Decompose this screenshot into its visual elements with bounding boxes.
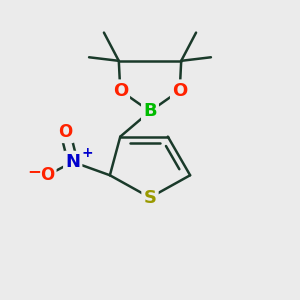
Text: N: N	[65, 153, 80, 171]
Text: +: +	[81, 146, 93, 160]
Text: O: O	[172, 82, 187, 100]
Text: O: O	[58, 123, 72, 141]
Text: S: S	[143, 189, 157, 207]
Text: −: −	[27, 162, 41, 180]
Text: O: O	[113, 82, 128, 100]
Text: B: B	[143, 102, 157, 120]
Text: O: O	[40, 166, 55, 184]
